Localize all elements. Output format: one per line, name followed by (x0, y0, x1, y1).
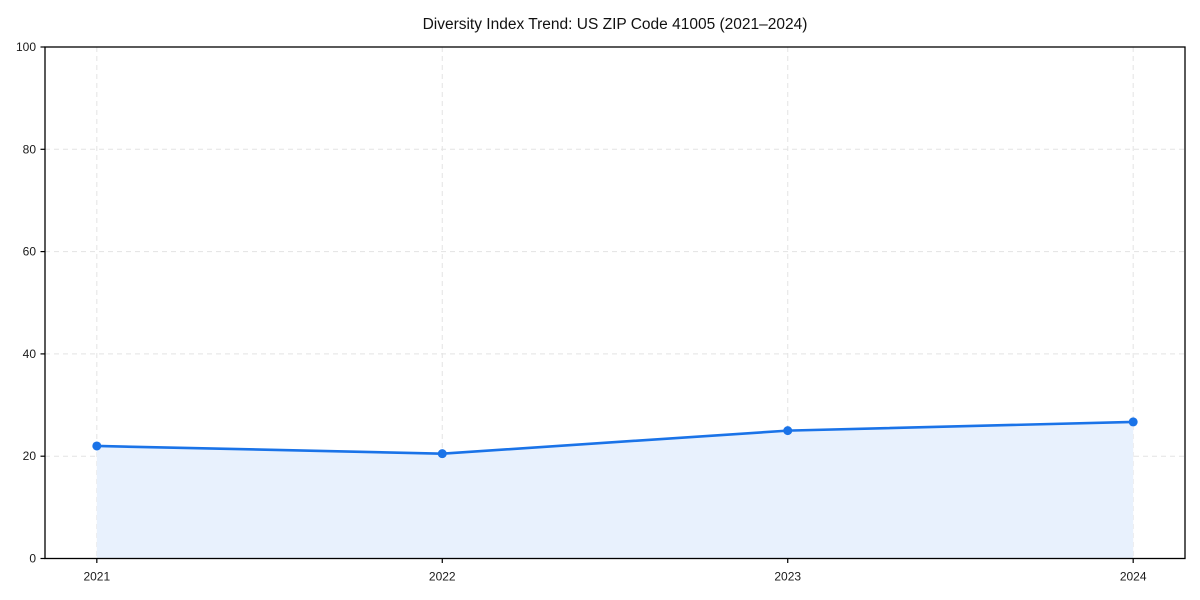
chart-title: Diversity Index Trend: US ZIP Code 41005… (423, 16, 808, 33)
data-point-2024 (1128, 417, 1138, 427)
y-tick-label: 100 (16, 40, 36, 54)
trend-line (95, 420, 1135, 455)
y-tick-label: 60 (23, 245, 37, 259)
area-fill (96, 421, 1134, 559)
y-tick-label: 20 (23, 449, 37, 463)
axes-spines (44, 46, 1186, 560)
data-point-2021 (92, 441, 102, 451)
y-tick-label: 40 (23, 347, 37, 361)
x-tick-label: 2023 (774, 570, 801, 584)
plot-generated-content: 0 20 40 60 80 100 2021 2022 2023 2024 (16, 40, 1186, 584)
data-point-2023 (783, 426, 793, 436)
x-tick-label: 2021 (83, 570, 110, 584)
data-point-2022 (437, 449, 447, 459)
y-tick-label: 80 (23, 142, 37, 156)
x-tick-label: 2024 (1120, 570, 1147, 584)
y-tick-label: 0 (29, 552, 36, 566)
x-tick-label: 2022 (429, 570, 456, 584)
